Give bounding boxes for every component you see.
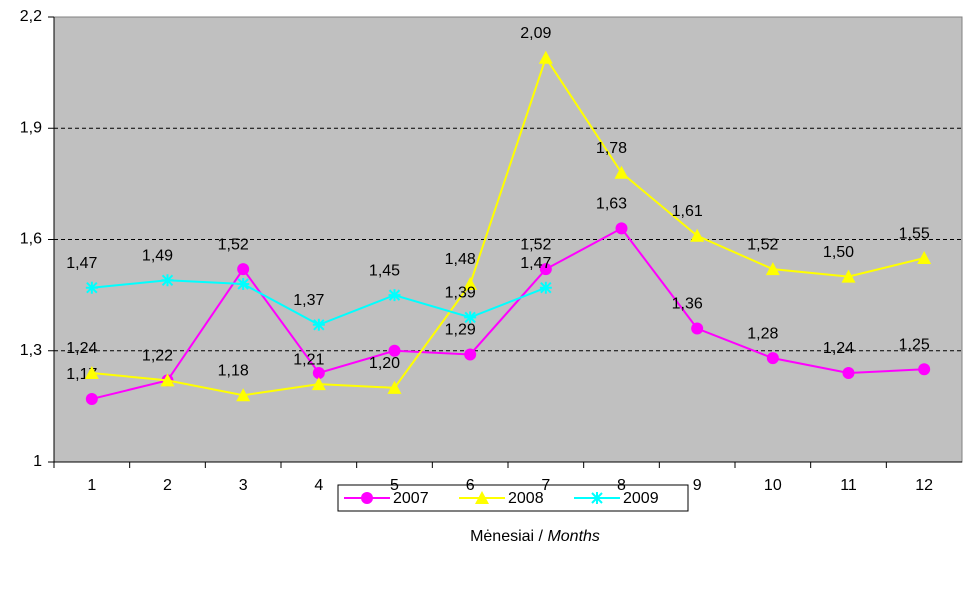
data-label: 1,55 xyxy=(899,225,930,242)
point xyxy=(464,348,477,361)
x-tick-label: 3 xyxy=(239,477,248,494)
data-label: 2,09 xyxy=(520,25,551,42)
data-label: 1,24 xyxy=(823,340,854,357)
data-label: 1,52 xyxy=(218,236,249,253)
series-line xyxy=(91,227,925,400)
point xyxy=(539,263,552,276)
data-label: 1,61 xyxy=(672,203,703,220)
x-axis-title: Mėnesiai / Months xyxy=(470,528,600,545)
point xyxy=(591,492,603,504)
point xyxy=(236,388,251,402)
point xyxy=(85,281,98,294)
point xyxy=(237,278,250,290)
point xyxy=(765,262,780,276)
data-label: 1,24 xyxy=(66,340,97,357)
point xyxy=(312,367,325,379)
data-label: 1,47 xyxy=(66,255,97,272)
point xyxy=(842,367,855,379)
point xyxy=(237,263,250,276)
data-label: 1,28 xyxy=(747,325,778,342)
data-label: 1,20 xyxy=(369,355,400,372)
point xyxy=(160,373,175,387)
x-axis-title-part: Months xyxy=(547,528,599,545)
point xyxy=(361,492,373,504)
data-label: 1,37 xyxy=(293,292,324,309)
point xyxy=(161,274,174,287)
data-label: 1,52 xyxy=(520,236,551,253)
point xyxy=(475,491,489,504)
x-tick-label: 7 xyxy=(541,477,550,494)
point xyxy=(388,344,401,357)
point xyxy=(615,222,628,235)
legend-label: 2009 xyxy=(623,490,659,507)
point xyxy=(463,277,478,290)
legend-label: 2008 xyxy=(508,490,544,507)
y-tick-label: 1,3 xyxy=(20,342,42,359)
data-label: 1,39 xyxy=(445,285,476,302)
data-label: 1,29 xyxy=(445,322,476,339)
x-tick-label: 1 xyxy=(87,477,96,494)
data-label: 1,36 xyxy=(672,296,703,313)
x-tick-label: 12 xyxy=(915,477,933,494)
data-label: 1,48 xyxy=(445,251,476,268)
data-label: 1,52 xyxy=(747,236,778,253)
data-label: 1,49 xyxy=(142,248,173,265)
data-label: 1,50 xyxy=(823,244,854,261)
x-tick-label: 11 xyxy=(840,477,857,494)
point xyxy=(691,322,704,335)
data-label: 1,18 xyxy=(218,362,249,379)
x-tick-label: 6 xyxy=(466,477,475,494)
point xyxy=(690,228,705,242)
data-label: 1,25 xyxy=(899,337,930,354)
data-label: 1,78 xyxy=(596,140,627,157)
data-label: 1,22 xyxy=(142,348,173,365)
data-label: 1,63 xyxy=(596,196,627,213)
x-axis-title-part: Mėnesiai / xyxy=(470,528,543,545)
point xyxy=(539,281,552,294)
data-label: 1,21 xyxy=(293,351,324,368)
y-tick-label: 1 xyxy=(33,453,42,470)
x-tick-label: 2 xyxy=(163,477,172,494)
point xyxy=(311,377,326,391)
point xyxy=(538,50,553,64)
point xyxy=(84,366,99,379)
point xyxy=(387,380,402,394)
x-tick-label: 4 xyxy=(314,477,323,494)
point xyxy=(918,363,931,376)
point xyxy=(312,318,325,331)
point xyxy=(388,289,401,302)
x-tick-label: 10 xyxy=(764,477,782,494)
point xyxy=(85,392,98,405)
y-tick-label: 1,9 xyxy=(20,119,42,136)
legend xyxy=(337,484,689,512)
data-label: 1,47 xyxy=(520,255,551,272)
x-tick-label: 5 xyxy=(390,477,399,494)
legend-label: 2007 xyxy=(393,490,429,507)
x-tick-label: 9 xyxy=(693,477,702,494)
point xyxy=(614,165,629,179)
y-tick-label: 1,6 xyxy=(20,231,42,248)
point xyxy=(841,269,856,283)
data-label: 1,45 xyxy=(369,262,400,279)
point xyxy=(917,251,932,265)
x-tick-label: 8 xyxy=(617,477,626,494)
point xyxy=(464,311,477,324)
y-tick-label: 2,2 xyxy=(20,8,42,25)
series-line xyxy=(91,55,925,397)
point xyxy=(766,352,779,365)
